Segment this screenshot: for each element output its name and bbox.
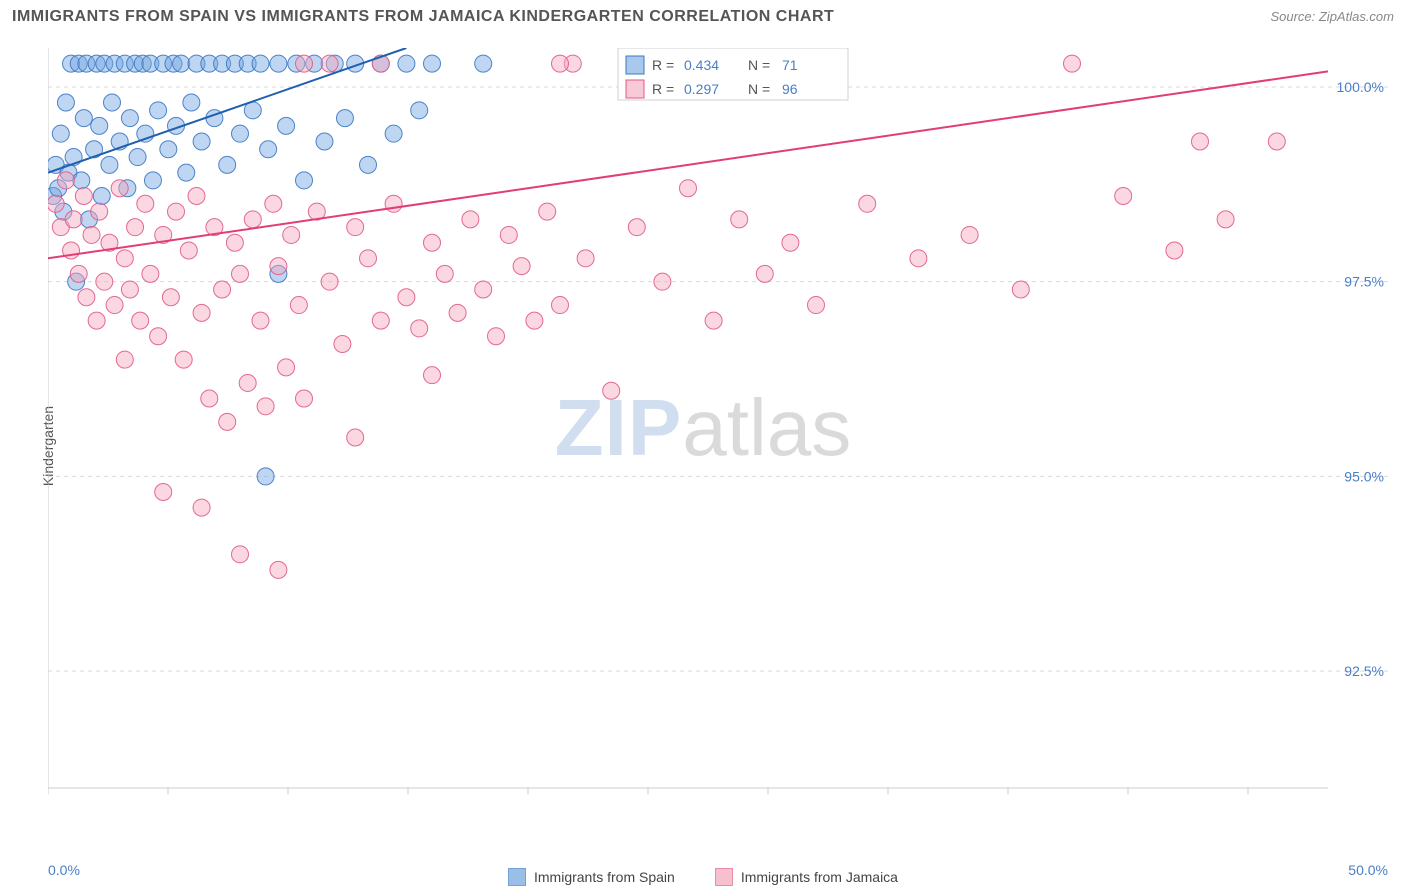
legend-item-jamaica: Immigrants from Jamaica xyxy=(715,868,898,886)
svg-text:71: 71 xyxy=(782,57,798,73)
legend-label-jamaica: Immigrants from Jamaica xyxy=(741,869,898,885)
chart-header: IMMIGRANTS FROM SPAIN VS IMMIGRANTS FROM… xyxy=(12,8,1394,26)
svg-text:R =: R = xyxy=(652,57,674,73)
chart-source: Source: ZipAtlas.com xyxy=(1270,9,1394,24)
svg-text:97.5%: 97.5% xyxy=(1344,274,1384,290)
legend-bottom: Immigrants from Spain Immigrants from Ja… xyxy=(0,868,1406,886)
chart-svg: 92.5% 95.0% 97.5% 100.0% R = 0.434 N = 71 R = 0.2… xyxy=(48,48,1388,818)
svg-text:95.0%: 95.0% xyxy=(1344,468,1384,484)
legend-swatch-jamaica xyxy=(715,868,733,886)
svg-text:R =: R = xyxy=(652,81,674,97)
legend-label-spain: Immigrants from Spain xyxy=(534,869,675,885)
svg-text:N =: N = xyxy=(748,81,770,97)
legend-item-spain: Immigrants from Spain xyxy=(508,868,675,886)
chart-title: IMMIGRANTS FROM SPAIN VS IMMIGRANTS FROM… xyxy=(12,8,834,26)
svg-text:100.0%: 100.0% xyxy=(1337,79,1384,95)
source-name: ZipAtlas.com xyxy=(1319,9,1394,24)
source-prefix: Source: xyxy=(1270,9,1318,24)
svg-text:0.434: 0.434 xyxy=(684,57,719,73)
svg-text:0.297: 0.297 xyxy=(684,81,719,97)
svg-text:92.5%: 92.5% xyxy=(1344,663,1384,679)
chart-plot-area: 92.5% 95.0% 97.5% 100.0% R = 0.434 N = 71 R = 0.2… xyxy=(48,48,1388,818)
legend-swatch-spain xyxy=(508,868,526,886)
svg-text:N =: N = xyxy=(748,57,770,73)
svg-text:96: 96 xyxy=(782,81,798,97)
